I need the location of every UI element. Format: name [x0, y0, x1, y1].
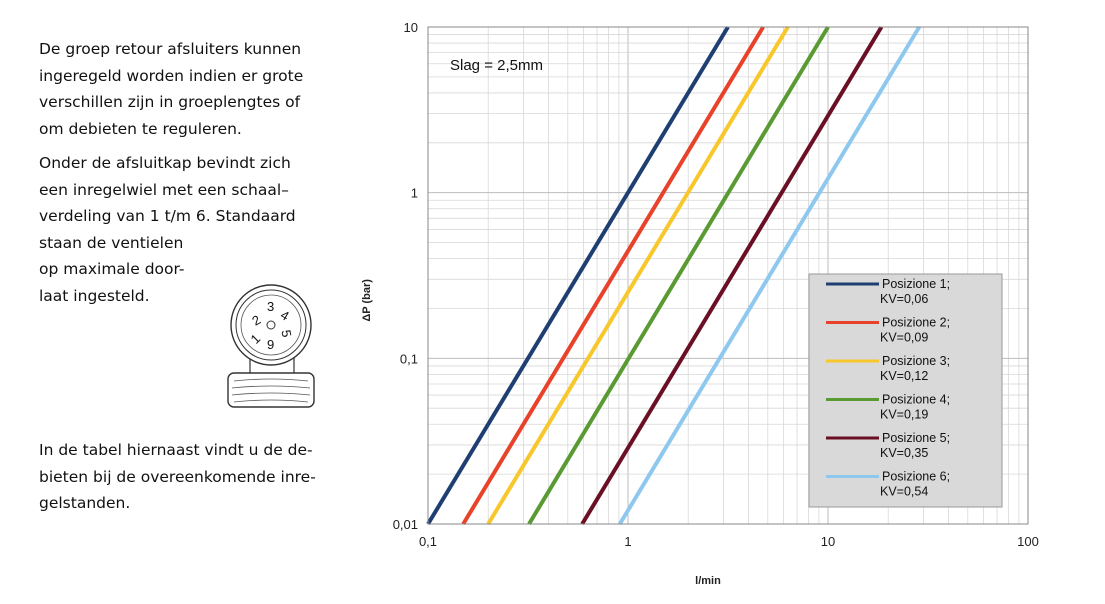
valve-dial-drawing: 2 3 4 5 9 1	[227, 284, 315, 408]
y-axis-label: ΔP (bar)	[361, 279, 373, 322]
paragraph-regulating-wheel: Onder de afsluitkap bevindt zich een inr…	[39, 154, 296, 305]
legend-label: Posizione 3; KV=0,12	[880, 354, 950, 383]
dial-number: 5	[278, 329, 294, 339]
series-line-5	[580, 25, 884, 526]
series-line-3	[486, 25, 790, 526]
series-line-1	[426, 25, 730, 526]
x-tick-label: 1	[624, 534, 631, 549]
series-line-4	[527, 25, 830, 526]
series-line-2	[461, 25, 765, 526]
description-text: De groep retour afsluiters kunnen ingere…	[39, 36, 339, 317]
paragraph-table-reference: In de tabel hiernaast vindt u de de- bie…	[39, 441, 316, 512]
chart-annotation: Slag = 2,5mm	[450, 57, 543, 74]
paragraph-intro: De groep retour afsluiters kunnen ingere…	[39, 40, 304, 138]
dial-number: 9	[267, 337, 274, 352]
x-tick-label: 100	[1017, 534, 1039, 549]
x-tick-label: 0,1	[419, 534, 437, 549]
legend-label: Posizione 2; KV=0,09	[880, 316, 950, 345]
legend-box	[808, 273, 1003, 508]
y-tick-label: 0,1	[400, 351, 418, 366]
y-tick-label: 10	[404, 20, 418, 35]
chart-series	[426, 25, 921, 526]
x-tick-label: 10	[821, 534, 835, 549]
y-tick-label: 0,01	[393, 517, 418, 532]
legend-label: Posizione 6; KV=0,54	[880, 470, 950, 499]
y-tick-label: 1	[411, 186, 418, 201]
plot-frame	[427, 26, 1029, 525]
legend-label: Posizione 4; KV=0,19	[880, 393, 950, 422]
series-line-6	[618, 25, 921, 526]
legend-label: Posizione 1; KV=0,06	[880, 277, 950, 306]
legend-label: Posizione 5; KV=0,35	[880, 431, 950, 460]
x-axis-label: l/min	[695, 575, 721, 587]
chart-legend: Posizione 1; KV=0,06 Posizione 2; KV=0,09 Po…	[808, 273, 1003, 508]
dial-number: 3	[267, 299, 274, 314]
